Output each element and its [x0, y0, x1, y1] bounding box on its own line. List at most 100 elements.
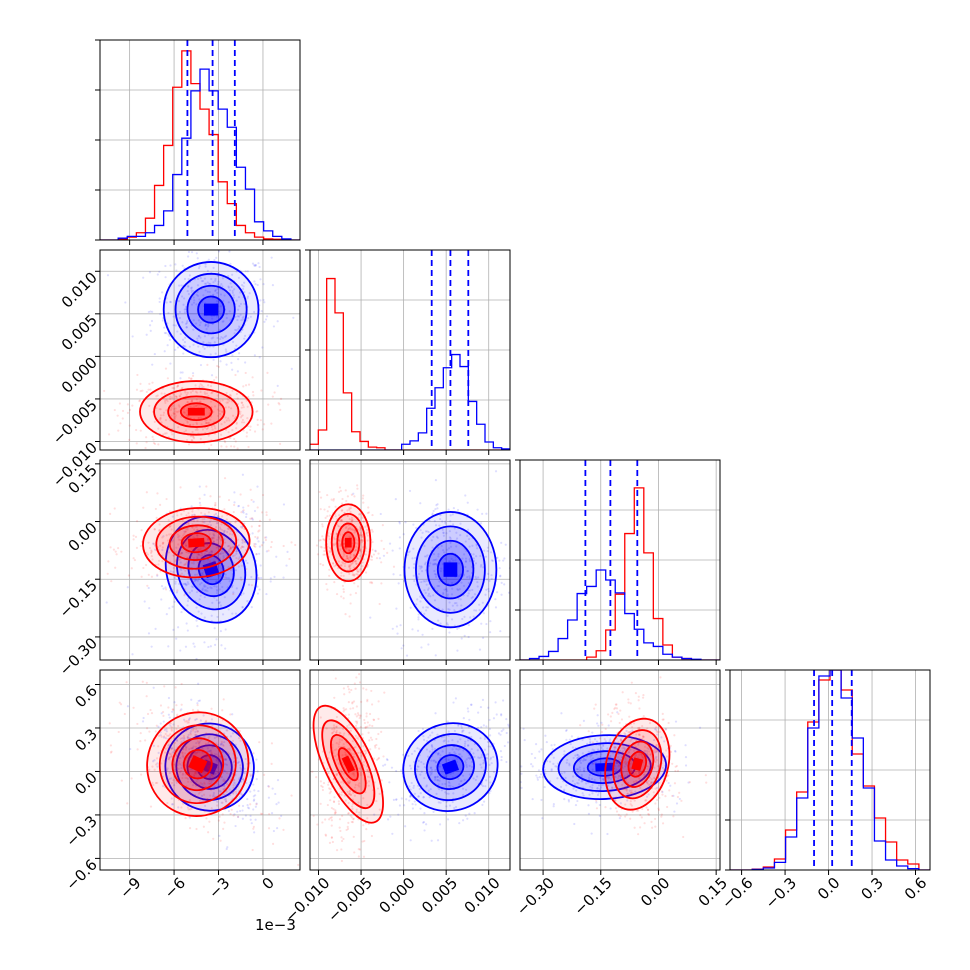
- scatter-point: [375, 743, 378, 747]
- scatter-point: [233, 288, 236, 291]
- scatter-point: [479, 763, 482, 766]
- scatter-point: [463, 553, 466, 556]
- scatter-point: [197, 267, 201, 270]
- scatter-point: [168, 752, 172, 755]
- scatter-point: [456, 757, 459, 760]
- scatter-point: [565, 761, 568, 764]
- scatter-point: [329, 799, 332, 802]
- scatter-point: [226, 846, 229, 849]
- scatter-point: [231, 429, 234, 432]
- scatter-point: [168, 756, 171, 759]
- scatter-point: [354, 530, 357, 533]
- scatter-point: [499, 733, 502, 736]
- scatter-point: [627, 750, 631, 754]
- scatter-point: [329, 816, 332, 820]
- scatter-point: [204, 392, 207, 396]
- scatter-point: [617, 775, 620, 778]
- scatter-point: [106, 572, 109, 575]
- scatter-point: [458, 822, 461, 825]
- scatter-point: [355, 559, 358, 563]
- scatter-point: [549, 780, 552, 783]
- scatter-point: [282, 503, 286, 506]
- scatter-point: [229, 568, 233, 572]
- scatter-point: [95, 391, 97, 393]
- scatter-point: [373, 769, 376, 772]
- scatter-point: [215, 759, 218, 762]
- scatter-point: [355, 572, 358, 576]
- scatter-point: [613, 746, 616, 749]
- scatter-point: [218, 515, 221, 519]
- scatter-point: [210, 773, 214, 776]
- scatter-point: [208, 776, 211, 779]
- scatter-point: [219, 337, 222, 341]
- scatter-point: [195, 772, 198, 775]
- scatter-point: [448, 536, 451, 539]
- scatter-point: [517, 772, 519, 774]
- scatter-point: [241, 778, 245, 781]
- scatter-point: [525, 570, 527, 572]
- scatter-point: [177, 404, 180, 407]
- scatter-point: [205, 719, 208, 722]
- scatter-point: [282, 828, 285, 831]
- scatter-point: [356, 712, 360, 715]
- scatter-point: [398, 547, 401, 550]
- scatter-point: [261, 346, 264, 349]
- scatter-point: [426, 606, 430, 609]
- scatter-point: [349, 526, 352, 529]
- scatter-point: [126, 411, 129, 414]
- scatter-point: [464, 560, 468, 563]
- scatter-point: [201, 428, 205, 431]
- scatter-point: [444, 791, 447, 794]
- scatter-point: [441, 520, 444, 523]
- scatter-point: [571, 775, 575, 778]
- scatter-point: [622, 744, 625, 747]
- scatter-point: [395, 798, 398, 801]
- scatter-point: [346, 724, 349, 728]
- scatter-point: [453, 751, 456, 754]
- scatter-point: [169, 264, 172, 267]
- scatter-point: [259, 278, 262, 281]
- scatter-point: [263, 320, 266, 323]
- hist-series-a: [730, 670, 930, 870]
- scatter-point: [427, 530, 430, 534]
- scatter-point: [468, 575, 471, 578]
- scatter-point: [186, 777, 190, 781]
- scatter-point: [163, 751, 167, 754]
- scatter-point: [175, 488, 177, 490]
- scatter-point: [136, 373, 139, 377]
- scatter-point: [257, 530, 260, 533]
- scatter-point: [212, 266, 215, 269]
- scatter-point: [187, 285, 190, 288]
- scatter-point: [459, 522, 462, 525]
- scatter-point: [598, 803, 601, 807]
- scatter-point: [228, 548, 231, 551]
- scatter-point: [417, 765, 420, 768]
- scatter-point: [331, 731, 334, 734]
- scatter-point: [151, 765, 154, 768]
- scatter-point: [257, 576, 260, 579]
- scatter-point: [172, 315, 175, 318]
- scatter-point: [226, 527, 230, 530]
- scatter-point: [377, 700, 380, 703]
- scatter-point: [190, 807, 193, 810]
- scatter-point: [465, 765, 468, 768]
- scatter-point: [150, 550, 153, 553]
- scatter-point: [348, 535, 351, 538]
- scatter-point: [216, 364, 219, 368]
- scatter-point: [282, 576, 285, 579]
- scatter-point: [240, 401, 244, 404]
- scatter-point: [444, 758, 447, 761]
- scatter-point: [430, 771, 433, 774]
- scatter-point: [196, 534, 199, 537]
- scatter-point: [477, 726, 480, 729]
- scatter-point: [362, 760, 366, 763]
- scatter-point: [210, 537, 213, 540]
- scatter-point: [634, 790, 637, 793]
- scatter-point: [420, 566, 423, 569]
- scatter-point: [244, 541, 247, 544]
- scatter-point: [233, 813, 236, 816]
- scatter-point: [637, 809, 640, 812]
- scatter-point: [328, 574, 331, 577]
- scatter-point: [278, 442, 282, 445]
- scatter-point: [224, 770, 227, 773]
